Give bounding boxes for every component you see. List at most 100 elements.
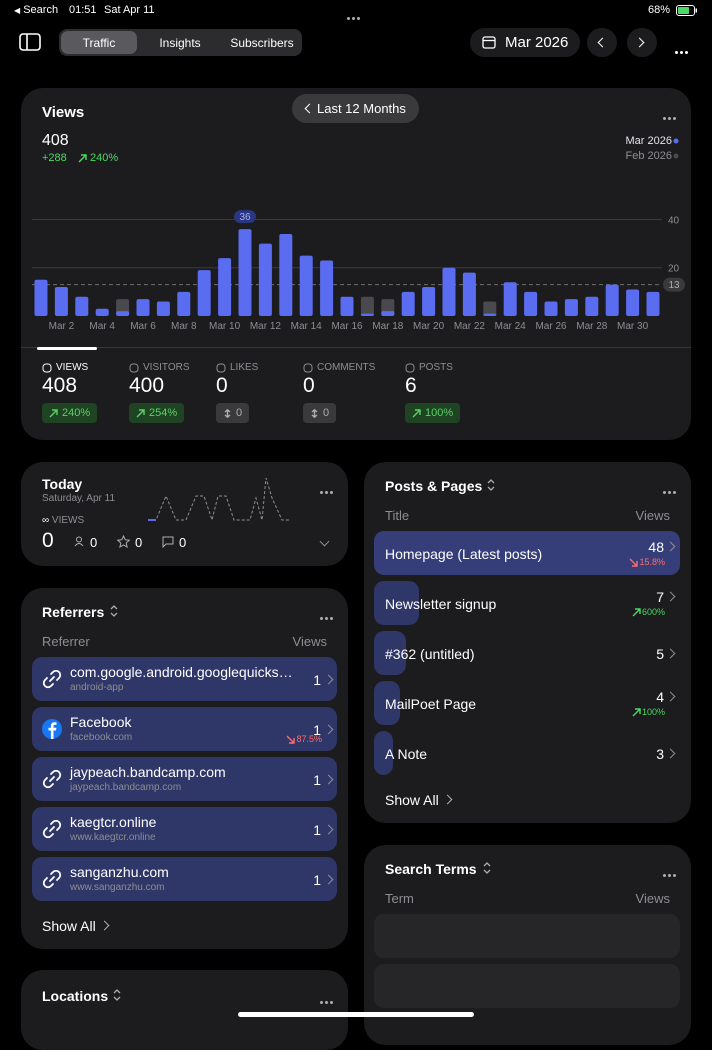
change: +288 <box>42 152 67 164</box>
trend-arrow <box>78 154 87 163</box>
tab[interactable]: Subscribers <box>230 36 294 50</box>
more-button[interactable] <box>320 607 335 625</box>
range-button[interactable]: Last 12 Months <box>292 94 419 123</box>
post-title: Newsletter signup <box>385 596 497 612</box>
more-button[interactable] <box>663 107 678 125</box>
card-subtitle: Saturday, Apr 11 <box>42 493 116 504</box>
tab[interactable]: Insights <box>159 36 201 50</box>
row-bar[interactable] <box>374 681 400 725</box>
decoration <box>325 491 328 494</box>
placeholder-row <box>374 964 680 1008</box>
row-bar[interactable] <box>32 757 337 801</box>
bar <box>524 291 538 316</box>
y-tick-label: 40 <box>668 215 680 226</box>
metric-icon <box>216 363 226 373</box>
battery-level: 68% <box>648 4 671 16</box>
column-header: Views <box>635 508 670 523</box>
referrer-views: 1 <box>313 672 321 688</box>
decoration <box>676 5 695 16</box>
bar <box>279 233 293 316</box>
period-button[interactable] <box>470 28 580 57</box>
show-all[interactable]: Show All <box>42 918 96 934</box>
bar <box>605 284 619 316</box>
comments-icon <box>162 536 174 548</box>
card-title[interactable]: Posts & Pages <box>385 478 483 494</box>
metric-label: COMMENTS <box>317 362 376 373</box>
row-bar[interactable] <box>374 581 419 625</box>
referrer-views: 1 <box>313 872 321 888</box>
tab[interactable]: Traffic <box>82 36 116 50</box>
post-title: MailPoet Page <box>385 696 477 712</box>
separator <box>21 347 691 348</box>
bar <box>381 311 395 316</box>
time: 01:51 <box>69 4 97 16</box>
metric-value[interactable]: 0 <box>216 374 228 397</box>
trend-arrow <box>632 608 641 617</box>
decoration <box>148 477 290 522</box>
date: Sat Apr 11 <box>104 4 155 16</box>
status-back[interactable]: ◀ Search <box>14 4 58 16</box>
link-path <box>42 669 62 689</box>
metric-change-pill: 254% <box>129 403 185 423</box>
decoration <box>320 491 323 494</box>
row-bar[interactable] <box>32 807 337 851</box>
bar <box>564 299 578 316</box>
legend-marker <box>673 153 679 159</box>
row-bar[interactable] <box>374 531 680 575</box>
more-button[interactable] <box>663 864 678 882</box>
metric-change: 240% <box>62 407 91 419</box>
more-button[interactable] <box>320 481 335 499</box>
bar <box>360 296 374 316</box>
arrow-path <box>632 708 641 717</box>
bar <box>646 291 660 316</box>
label-text: VIEWS <box>51 515 85 526</box>
row-bar[interactable] <box>32 857 337 901</box>
placeholder-row <box>374 914 680 958</box>
metric-value[interactable]: 400 <box>129 374 165 397</box>
more-button[interactable] <box>675 41 690 59</box>
post-change: 600% <box>632 607 665 617</box>
card-title[interactable]: Locations <box>42 988 109 1004</box>
metric-value[interactable]: 408 <box>42 374 78 397</box>
post-views: 48 <box>648 539 664 555</box>
metric-value[interactable]: 0 <box>303 374 315 397</box>
row-bar[interactable] <box>32 657 337 701</box>
card-title[interactable]: Referrers <box>42 604 105 620</box>
row-bar[interactable] <box>32 707 337 751</box>
change-percent: 240% <box>90 152 118 164</box>
sidebar-toggle[interactable] <box>19 33 42 51</box>
link-icon <box>42 669 62 689</box>
metric-value[interactable]: 6 <box>405 374 417 397</box>
row-bar[interactable] <box>374 631 406 675</box>
post-views: 4 <box>656 689 664 705</box>
next-button[interactable] <box>627 28 657 57</box>
link-path <box>42 769 62 789</box>
row-bar[interactable] <box>374 731 394 775</box>
bar <box>422 287 436 316</box>
trend-arrow <box>412 408 421 417</box>
card-title[interactable]: Search Terms <box>385 861 477 877</box>
trend-arrow <box>311 408 318 418</box>
referrer-domain: facebook.com <box>70 732 133 743</box>
column-header: Referrer <box>42 634 90 649</box>
post-change: 15.8% <box>629 557 665 567</box>
bar <box>95 308 109 316</box>
more-button[interactable] <box>663 481 678 499</box>
metric-change-pill: 0 <box>216 403 250 423</box>
selected-segment <box>61 31 137 54</box>
metric-icon <box>405 363 415 373</box>
bar <box>483 301 497 316</box>
more-button[interactable] <box>320 991 335 1009</box>
show-all[interactable]: Show All <box>385 792 439 808</box>
metric-label: VISITORS <box>143 362 190 373</box>
prev-button[interactable] <box>587 28 617 57</box>
post-views: 3 <box>656 746 664 762</box>
trend-arrow <box>224 408 231 418</box>
decoration <box>330 617 333 620</box>
page: ◀ Search 01:51 Sat Apr 11 68% Traffic In… <box>14 4 697 1050</box>
value-label: 36 <box>239 212 251 223</box>
today-comments: 0 <box>179 535 187 550</box>
multitask-dots[interactable] <box>347 7 362 25</box>
bar <box>218 258 232 316</box>
bar <box>442 267 456 316</box>
